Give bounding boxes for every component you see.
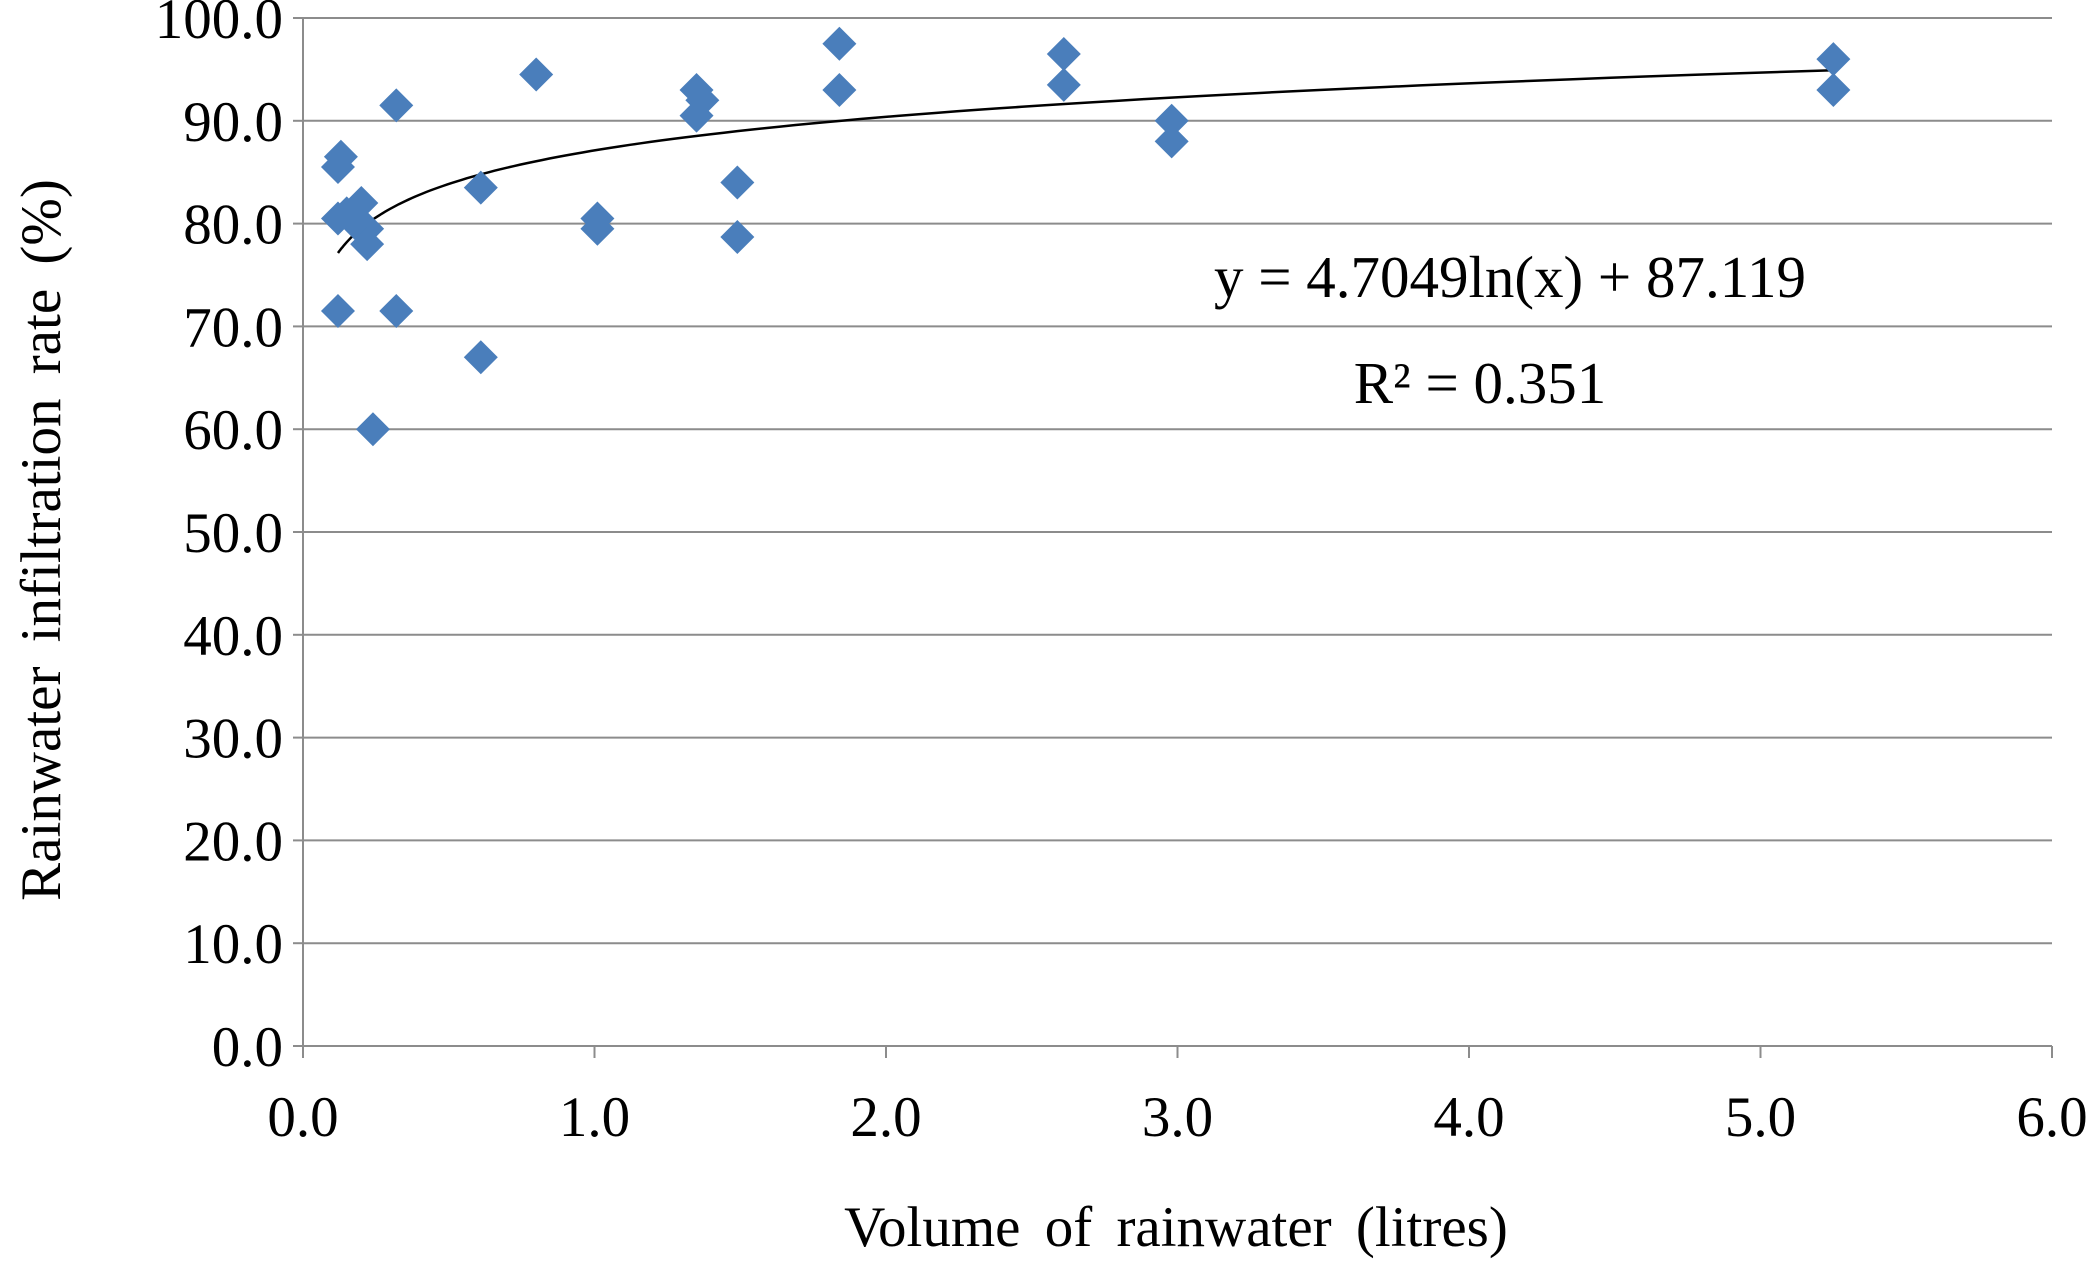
data-point [822,72,857,107]
data-point [344,186,379,221]
data-point [580,211,615,246]
data-point [1816,72,1851,107]
y-tick-labels: 0.0 10.0 20.0 30.0 40.0 50.0 60.0 70.0 80.0 90.0 1… [155,0,303,1079]
y-axis-title: Rainwater infiltration rate (%) [10,179,73,901]
data-point [679,98,714,133]
x-tick-labels: 0.0 1.0 2.0 3.0 4.0 5.0 6.0 [267,1046,2088,1149]
data-point [1046,67,1081,102]
x-tick-label: 0.0 [267,1086,338,1149]
y-tick-label: 80.0 [183,194,283,257]
y-tick-label: 60.0 [183,399,283,462]
y-tick-label: 0.0 [212,1016,283,1079]
data-point [323,139,358,174]
data-point [720,219,755,254]
y-tick-label: 30.0 [183,708,283,771]
data-point [379,88,414,123]
trendline [336,68,1834,254]
x-tick-label: 1.0 [559,1086,630,1149]
data-point [1816,42,1851,77]
y-tick-label: 50.0 [183,502,283,565]
x-axis-title: Volume of rainwater (litres) [844,1196,1508,1259]
x-tick-label: 4.0 [1433,1086,1504,1149]
data-point [519,57,554,92]
y-tick-label: 20.0 [183,810,283,873]
y-tick-label: 10.0 [183,913,283,976]
data-point [463,170,498,205]
x-tick-label: 2.0 [850,1086,921,1149]
x-tick-label: 6.0 [2016,1086,2087,1149]
y-tick-label: 40.0 [183,605,283,668]
data-point [822,26,857,61]
x-tick-label: 5.0 [1725,1086,1796,1149]
data-point [1154,103,1189,138]
data-point [320,293,355,328]
x-tick-label: 3.0 [1142,1086,1213,1149]
data-point [355,412,390,447]
data-point [350,227,385,262]
r-squared-label: R² = 0.351 [1354,350,1607,416]
data-point [379,293,414,328]
y-tick-label: 90.0 [183,91,283,154]
data-point [1154,124,1189,159]
data-point [463,340,498,375]
trendline-equation: y = 4.7049ln(x) + 87.119 [1214,244,1806,310]
data-point [1046,36,1081,71]
data-points [320,26,1851,447]
data-point [720,165,755,200]
y-tick-label: 70.0 [183,296,283,359]
y-tick-label: 100.0 [155,0,283,51]
